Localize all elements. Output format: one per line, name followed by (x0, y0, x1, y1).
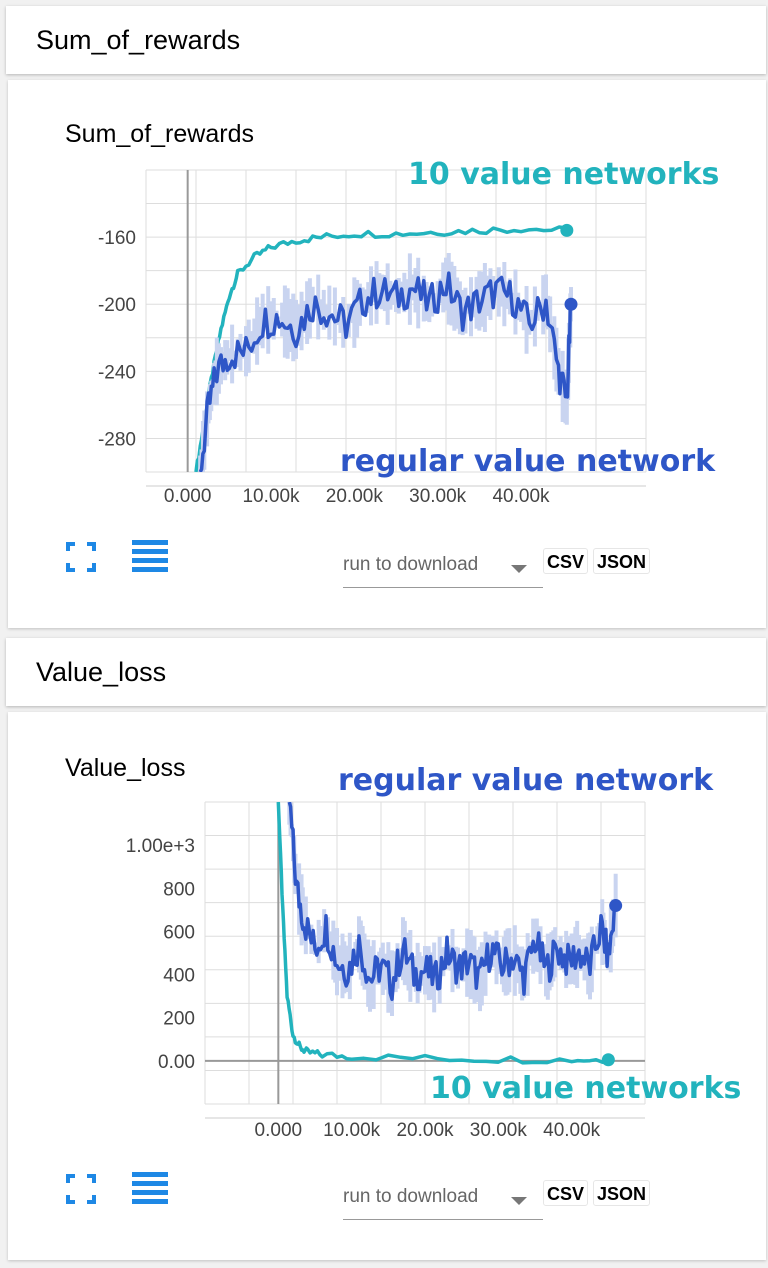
series-annotation: 10 value networks (408, 157, 719, 192)
series-annotation: 10 value networks (430, 1071, 741, 1106)
x-tick-label: 30.00k (470, 1120, 528, 1141)
section-header-sum-of-rewards[interactable]: Sum_of_rewards (6, 6, 766, 74)
x-tick-label: 30.00k (409, 486, 467, 507)
fit-domain-icon[interactable] (66, 542, 96, 572)
series-end-point (609, 899, 623, 913)
x-tick-label: 20.00k (396, 1120, 454, 1141)
sum-of-rewards-chart: 0.000 10.00k 20.00k 30.00k 40.00k -160 -200 -24… (98, 157, 719, 507)
series-annotation: regular value network (340, 444, 716, 479)
series-line (287, 802, 617, 1002)
run-to-download-select[interactable]: run to download (343, 548, 543, 588)
y-tick-label: 600 (163, 922, 195, 943)
json-download-button[interactable]: JSON (593, 1180, 651, 1206)
series-end-point (564, 297, 578, 311)
x-tick-label: 0.000 (255, 1120, 303, 1141)
y-tick-label: -160 (98, 228, 136, 249)
y-tick-label: -280 (98, 429, 136, 450)
y-tick-label: 1.00e+3 (126, 836, 195, 857)
x-tick-label: 0.000 (164, 486, 212, 507)
raw-series-spikes (287, 802, 618, 1017)
chart-card-sum-of-rewards: Sum_of_rewards 0.000 10.00k 20.00k 30.00k 40… (8, 80, 766, 628)
toggle-data-icon[interactable] (132, 540, 168, 572)
json-download-button[interactable]: JSON (593, 548, 651, 574)
fit-domain-icon[interactable] (66, 1174, 96, 1204)
x-tick-label: 40.00k (543, 1120, 601, 1141)
x-tick-label: 20.00k (326, 486, 384, 507)
x-tick-label: 40.00k (492, 486, 550, 507)
y-tick-label: 200 (163, 1009, 195, 1030)
series-line (198, 271, 573, 472)
chart-card-value-loss: Value_loss 0.000 10.00k 20.00k 30.00k 40.00k… (8, 712, 766, 1260)
csv-download-button[interactable]: CSV (543, 1180, 589, 1206)
y-tick-label: -240 (98, 362, 136, 383)
y-tick-label: 400 (163, 966, 195, 987)
series-end-point (601, 1053, 615, 1067)
toggle-data-icon[interactable] (132, 1172, 168, 1204)
chart-title: Sum_of_rewards (65, 120, 254, 148)
series-annotation: regular value network (338, 763, 714, 798)
chart-title: Value_loss (65, 754, 186, 782)
series-end-point (560, 223, 574, 237)
y-tick-label: 800 (163, 879, 195, 900)
value-loss-chart: 0.000 10.00k 20.00k 30.00k 40.00k 1.00e+3 800 6… (126, 763, 742, 1141)
chevron-down-icon (511, 565, 527, 573)
x-tick-label: 10.00k (242, 486, 300, 507)
y-tick-label: 0.00 (158, 1052, 195, 1073)
series-line (276, 802, 609, 1065)
chevron-down-icon (511, 1197, 527, 1205)
run-select-placeholder: run to download (343, 1186, 479, 1207)
section-header-value-loss[interactable]: Value_loss (6, 638, 766, 706)
run-select-placeholder: run to download (343, 554, 479, 575)
y-tick-label: -200 (98, 295, 136, 316)
run-to-download-select[interactable]: run to download (343, 1180, 543, 1220)
x-tick-label: 10.00k (323, 1120, 381, 1141)
csv-download-button[interactable]: CSV (543, 548, 589, 574)
